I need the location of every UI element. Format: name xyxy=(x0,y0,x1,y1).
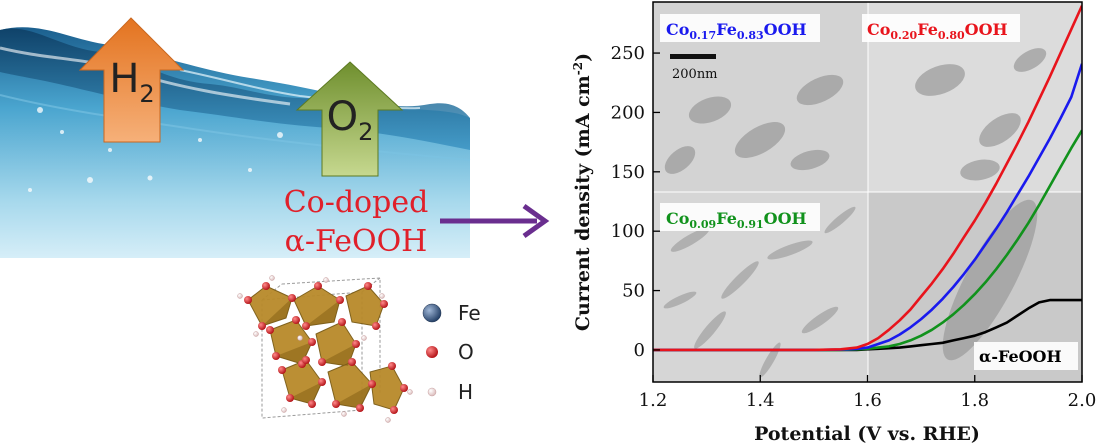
legend-fe: Fe xyxy=(458,301,481,325)
polarization-chart: 200nm Co0.17Fe0.83OOH Co0.20Fe0.80OOH Co… xyxy=(571,1,1097,445)
x-tick-label: 2.0 xyxy=(1068,390,1097,411)
y-tick-label: 0 xyxy=(634,340,645,361)
process-arrow xyxy=(440,203,550,239)
y-tick-label: 100 xyxy=(611,221,645,242)
catalyst-label-line1: Co-doped xyxy=(284,185,429,220)
x-tick-label: 1.4 xyxy=(746,390,775,411)
fe-atom-icon xyxy=(422,303,442,323)
water-splitting-illustration: H2 O2 Co-doped α-FeOOH xyxy=(0,17,550,423)
atom-legend: Fe O H xyxy=(422,301,481,404)
x-tick-label: 1.6 xyxy=(853,390,882,411)
series-lines xyxy=(653,5,1082,352)
y-axis-title: Current density (mA cm-2) xyxy=(571,53,594,331)
bubbles xyxy=(28,107,283,192)
svg-text:O2: O2 xyxy=(327,94,374,146)
y-tick-label: 200 xyxy=(611,102,645,123)
catalyst-label-line2: α-FeOOH xyxy=(285,224,428,259)
y-tick-label: 150 xyxy=(611,162,645,183)
crystal-structure xyxy=(237,275,413,423)
h2-label: H xyxy=(109,56,139,102)
legend-h: H xyxy=(458,380,473,404)
y-tick-label: 250 xyxy=(611,43,645,64)
scale-bar xyxy=(670,54,716,59)
y-tick-label: 50 xyxy=(622,281,645,302)
x-tick-label: 1.8 xyxy=(960,390,989,411)
inset-labels: Co0.17Fe0.83OOH Co0.20Fe0.80OOH Co0.09Fe… xyxy=(660,14,1020,231)
h2-arrow: H2 xyxy=(78,17,185,143)
axis-ticks: 1.2 1.4 1.6 1.8 2.0 0 50 100 150 200 250 xyxy=(611,43,1097,411)
x-tick-label: 1.2 xyxy=(639,390,668,411)
scale-bar-label: 200nm xyxy=(672,67,718,82)
h-atom-icon xyxy=(427,387,437,397)
o-atom-icon xyxy=(426,346,438,358)
legend-o: O xyxy=(458,340,474,364)
inset-label-co017: Co0.17Fe0.83OOH xyxy=(666,20,807,42)
inset-label-co009: Co0.09Fe0.91OOH xyxy=(666,209,807,231)
fe-series-label: α-FeOOH xyxy=(979,347,1062,366)
svg-text:H2: H2 xyxy=(109,56,154,108)
o2-arrow: O2 xyxy=(295,61,404,177)
inset-label-co020: Co0.20Fe0.80OOH xyxy=(867,20,1008,42)
x-axis-title: Potential (V vs. RHE) xyxy=(754,423,980,445)
o2-label: O xyxy=(327,94,358,140)
series-line-co0-20fe0-80ooh xyxy=(653,5,1082,352)
